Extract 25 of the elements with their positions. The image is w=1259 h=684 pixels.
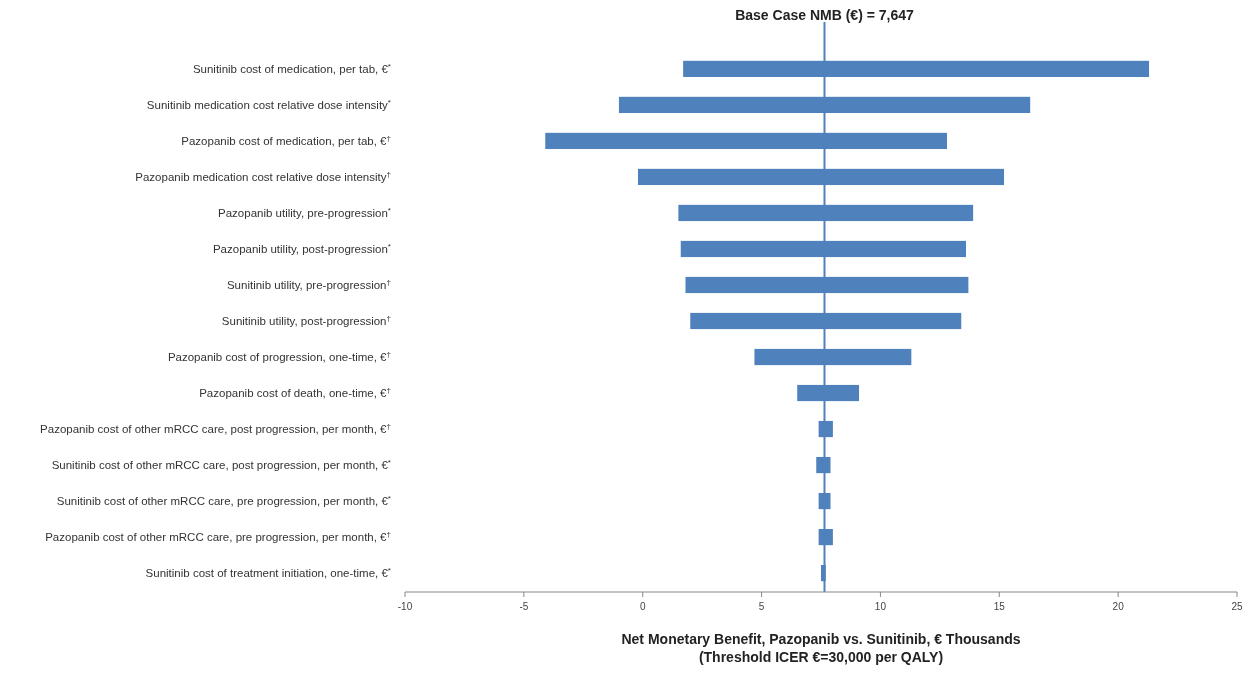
y-tick-label: Pazopanib cost of other mRCC care, post progression, per month, €$^{†}$ [40, 421, 391, 436]
x-axis-title: Net Monetary Benefit, Pazopanib vs. Sunitinib, € Thousands (Threshold ICER €=30,000 per QALY) [621, 631, 1021, 665]
y-tick-label: Pazopanib cost of progression, one-time, €$^{†}$ [167, 349, 391, 364]
x-tick-label: 10 [874, 601, 887, 612]
x-tick-label: -10 [397, 601, 413, 612]
y-tick-label: Sunitinib cost of other mRCC care, post progression, per month, €$^{*}$ [51, 457, 391, 472]
y-tick-label: Sunitinib medication cost relative dose intensity$^{*}$ [146, 97, 391, 111]
y-tick-label: Sunitinib utility, post-progression$^{†}$ [221, 313, 391, 328]
x-tick-label: 0 [639, 601, 646, 612]
y-tick-label: Pazopanib utility, pre-progression$^{*}$ [218, 205, 391, 219]
y-tick-label: Pazopanib utility, post-progression$^{*}$ [212, 241, 391, 255]
x-tick-label: 5 [758, 601, 765, 612]
y-tick-label: Pazopanib cost of other mRCC care, pre progression, per month, €$^{†}$ [45, 529, 391, 544]
y-tick-label: Sunitinib cost of medication, per tab, €$^{*}$ [192, 61, 391, 75]
y-tick-label: Sunitinib cost of treatment initiation, one-time, €$^{*}$ [145, 565, 391, 580]
x-tick-label: 15 [993, 601, 1006, 612]
ref-line-label: Base Case NMB (€) = 7,647 [735, 7, 914, 23]
x-tick-label: 20 [1112, 601, 1125, 612]
y-tick-label: Pazopanib cost of death, one-time, €$^{†}$ [199, 385, 391, 400]
y-tick-label: Pazopanib cost of medication, per tab, €$^{†}$ [181, 133, 391, 147]
y-tick-label: Sunitinib cost of other mRCC care, pre progression, per month, €$^{*}$ [56, 493, 391, 508]
y-tick-label: Sunitinib utility, pre-progression$^{†}$ [226, 277, 391, 292]
x-tick-label: -5 [519, 601, 529, 612]
y-tick-label: Pazopanib medication cost relative dose intensity$^{†}$ [135, 169, 391, 183]
x-tick-label: 25 [1231, 601, 1243, 612]
